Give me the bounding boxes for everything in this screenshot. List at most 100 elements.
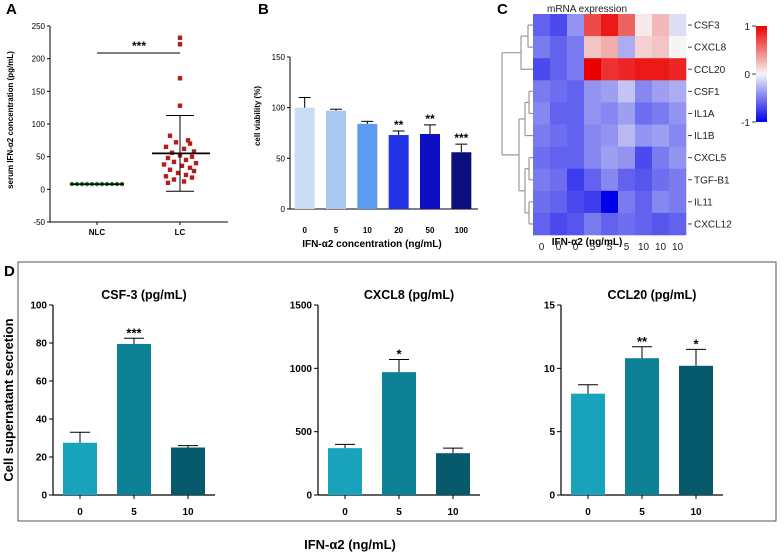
panel-b-bar-chart: cell viability (%) IFN-α2 concentration … <box>253 53 478 250</box>
heatmap-column-label: 5 <box>590 242 596 253</box>
heatmap-cell <box>601 102 619 125</box>
panel-a-point-lc <box>163 144 169 150</box>
d2-bar-10 <box>436 453 470 495</box>
d3-ytick-label: 5 <box>549 427 555 438</box>
heatmap-cell <box>669 190 687 214</box>
d1-ytick-label: 100 <box>30 301 47 312</box>
heatmap-cell <box>533 14 551 37</box>
heatmap-cell <box>618 168 636 192</box>
panel-a-xtick-label: LC <box>175 228 186 237</box>
heatmap-cell <box>618 58 636 81</box>
heatmap-cell <box>635 102 653 125</box>
panel-a-point-lc <box>191 149 197 154</box>
panel-a-point-lc <box>167 133 173 138</box>
panel-a-point-lc <box>191 168 197 174</box>
panel-a-ytick-label: 50 <box>36 153 45 162</box>
d1-xtick-label: 5 <box>131 507 137 518</box>
d3-sig-stars: ** <box>637 334 648 349</box>
heatmap-column-label: 10 <box>638 242 650 253</box>
heatmap-cell <box>618 14 636 37</box>
panel-a-point-lc <box>187 165 193 170</box>
d2-ytick-label: 1000 <box>290 364 313 375</box>
d3-bar-10 <box>679 365 713 495</box>
heatmap-cell <box>584 212 602 236</box>
heatmap-cell <box>635 14 653 37</box>
heatmap-cell <box>550 102 568 125</box>
heatmap-row-label: TGF-B1 <box>694 175 730 186</box>
panel-a-sig-stars: *** <box>132 39 146 53</box>
panel-a-ylabel: serum IFN-α2 concentration (pg/mL) <box>6 51 15 189</box>
heatmap-cell <box>550 168 568 192</box>
panel-a-point-lc <box>165 155 171 161</box>
heatmap-cell <box>618 36 636 59</box>
panel-a-point-lc <box>177 42 183 47</box>
panel-b-xtick-label: 0 <box>302 226 307 235</box>
panel-a-point-lc <box>185 138 191 143</box>
heatmap-cell <box>533 102 551 125</box>
panel-b-sig-stars: ** <box>394 118 404 132</box>
panel-a-point-lc <box>183 172 189 178</box>
d2-ytick-label: 500 <box>295 427 312 438</box>
panel-a-point-lc <box>167 167 173 172</box>
heatmap-cell <box>584 102 602 125</box>
heatmap-cell <box>550 124 568 147</box>
heatmap-cell <box>533 168 551 192</box>
heatmap-cell <box>584 146 602 169</box>
d2-bar-0 <box>328 448 362 495</box>
heatmap-cell <box>601 146 619 169</box>
heatmap-cell <box>584 14 602 37</box>
panel-a-point-lc <box>173 140 179 145</box>
heatmap-cell <box>635 212 653 236</box>
panel-b-bar-20 <box>388 135 409 209</box>
d3-bar-0 <box>571 393 605 495</box>
heatmap-column-label: 0 <box>573 242 579 253</box>
heatmap-row-label: CSF1 <box>694 87 720 98</box>
heatmap-cell <box>567 80 585 103</box>
panel-b-bar-5 <box>326 110 346 209</box>
panel-b-ytick-label: 50 <box>276 154 285 163</box>
heatmap-row-label: CSF3 <box>694 21 720 32</box>
heatmap-cell <box>550 190 568 214</box>
panel-a-ytick-label: -50 <box>33 218 45 227</box>
d2-xtick-label: 0 <box>342 507 348 518</box>
heatmap-cell <box>652 212 670 236</box>
panel-label-b: B <box>258 1 269 18</box>
heatmap-cell <box>533 146 551 169</box>
d3-sig-stars: * <box>693 336 699 351</box>
heatmap-cell <box>635 80 653 103</box>
panel-b-ytick-label: 0 <box>281 205 286 214</box>
panel-a-ytick-label: 0 <box>41 185 46 194</box>
heatmap-cell <box>652 168 670 192</box>
heatmap-cell <box>601 14 619 37</box>
d3-xtick-label: 5 <box>639 507 645 518</box>
heatmap-cell <box>533 190 551 214</box>
d3-ytick-label: 10 <box>544 364 556 375</box>
d1-title: CSF-3 (pg/mL) <box>101 288 186 302</box>
panel-a-point-lc <box>181 179 187 184</box>
panel-a-point-lc <box>175 170 181 176</box>
heatmap-cell <box>618 80 636 103</box>
d1-ytick-label: 0 <box>41 491 47 502</box>
heatmap-cell <box>601 190 619 214</box>
heatmap-cell <box>567 36 585 59</box>
heatmap-cell <box>652 102 670 125</box>
heatmap-cell <box>635 168 653 192</box>
heatmap-cell <box>652 80 670 103</box>
heatmap-cell <box>567 212 585 236</box>
heatmap-cell <box>584 58 602 81</box>
panel-a-ytick-label: 100 <box>32 120 46 129</box>
d3-xtick-label: 10 <box>690 507 702 518</box>
panel-d-xlabel: IFN-α2 (ng/mL) <box>304 537 396 552</box>
panel-a-point-lc <box>181 146 187 152</box>
d1-ytick-label: 40 <box>36 415 48 426</box>
heatmap-cell <box>584 168 602 192</box>
panel-d-bar-charts: Cell supernatant secretion IFN-α2 (ng/mL… <box>1 261 777 552</box>
heatmap-cell <box>601 36 619 59</box>
d3-ytick-label: 15 <box>544 301 556 312</box>
heatmap-cell <box>550 58 568 81</box>
panel-b-ytick-label: 100 <box>272 104 286 113</box>
heatmap-cell <box>584 36 602 59</box>
heatmap-row-label: CXCL12 <box>694 219 732 230</box>
panel-a-xtick-label: NLC <box>89 228 106 237</box>
